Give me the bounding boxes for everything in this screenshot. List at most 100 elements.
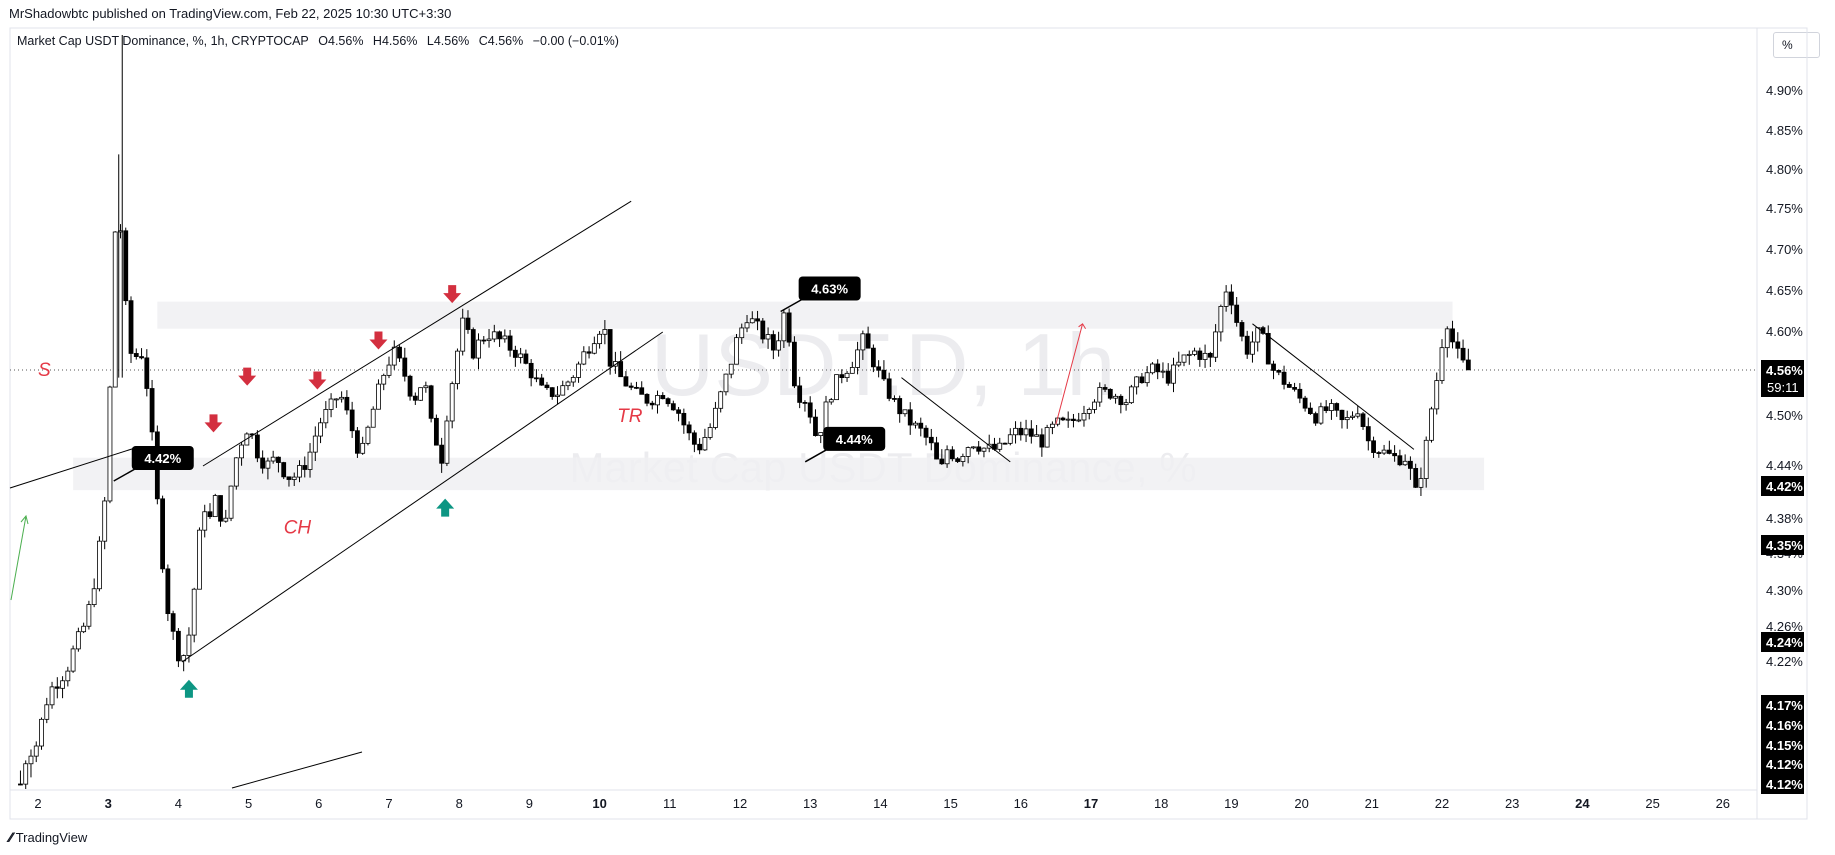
candle-body [1339,409,1345,421]
green-ray[interactable] [10,515,27,601]
candle-body [128,300,134,354]
candle-body [570,377,576,383]
candle-body [765,334,771,340]
price-label-text: 4.12% [1766,777,1803,792]
green-up-arrow-icon [179,679,198,698]
time-axis-tick: 3 [105,796,112,811]
candle-body [1171,364,1176,384]
candle-body [723,373,729,393]
candle-body [218,495,223,522]
candle-body [270,456,276,462]
candle-body [318,422,323,437]
candle-body [70,648,76,672]
candle-body [333,398,339,401]
candle-body [33,745,39,757]
candle-body [223,517,229,522]
price-axis-tick: 4.75% [1766,201,1803,216]
candle-body [1402,460,1408,466]
candle-body [228,485,234,519]
candle-body [1060,417,1066,421]
candle-body [286,476,292,480]
countdown-box [1761,378,1804,397]
candle-body [254,434,260,459]
candle-body [907,409,913,426]
publisher-info: MrShadowbtc published on TradingView.com… [9,6,452,21]
candle-body [1344,417,1350,421]
candle-body [897,398,903,415]
candle-body [1102,387,1108,390]
candle-body [976,446,982,452]
candle-body [470,329,476,359]
time-axis-tick: 22 [1435,796,1449,811]
candle-body [749,318,755,324]
candle-body [312,435,318,453]
time-axis-tick: 16 [1014,796,1028,811]
candle-body [1365,426,1371,442]
candle-body [1329,403,1334,411]
candle-body [491,331,497,340]
time-axis-tick: 4 [175,796,182,811]
candle-body [676,409,681,414]
time-axis-tick: 9 [526,796,533,811]
candle-body [918,422,924,429]
candle-body [1160,370,1166,373]
candle-body [960,456,966,462]
candle-body [1097,387,1103,403]
chart-marker-label: S [38,360,51,381]
price-label-box [1761,632,1804,652]
candle-body [607,329,613,367]
channel-lower-line[interactable] [181,331,664,663]
ohlc-high: H4.56% [372,34,418,48]
candle-body [1028,428,1034,437]
candle-body [713,407,718,428]
candle-body [981,447,987,452]
candle-body [281,462,287,478]
price-axis-tick: 4.30% [1766,583,1803,598]
candle-body [1386,449,1392,454]
candle-body [1360,413,1366,427]
candle-body [1371,440,1376,453]
candle-body [886,378,892,399]
price-axis-tick: 4.26% [1766,619,1803,634]
candle-body [91,588,97,605]
candle-body [75,631,81,650]
candle-body [265,460,271,469]
time-axis-tick: 19 [1224,796,1238,811]
candle-body [197,529,202,590]
time-axis-tick: 7 [385,796,392,811]
candle-body [1229,291,1234,306]
price-axis-tick: 4.22% [1766,654,1803,669]
tradingview-logo-text: TradingView [15,829,88,845]
candle-body [670,403,676,411]
candle-body [418,387,423,401]
price-callout[interactable] [798,276,861,301]
candle-body [913,422,918,426]
price-label-box [1761,476,1804,496]
price-callout[interactable] [131,446,194,470]
channel-upper-line[interactable] [202,200,632,467]
red-ray[interactable] [1055,323,1084,425]
candle-body [1350,415,1355,418]
candle-body [971,446,976,449]
left-trend-line[interactable] [9,447,136,489]
percent-scale-button[interactable]: % [1773,32,1820,58]
candle-body [439,444,445,464]
red-down-arrow-icon [308,371,327,390]
descending-line-2[interactable] [1252,323,1415,450]
descending-line-1[interactable] [901,377,1011,463]
candle-body [818,432,824,437]
candle-body [1292,387,1297,390]
candle-body [1265,332,1271,365]
price-callout-label: 4.63% [811,282,848,297]
red-ray-head [1078,323,1087,330]
bottom-trend-line[interactable] [231,751,363,789]
candle-body [560,385,566,396]
candle-body [802,402,808,404]
price-callout[interactable] [823,426,886,451]
candle-body [634,386,639,389]
candle-body [1139,376,1145,384]
candle-body [349,409,355,432]
candle-body [65,670,71,682]
candle-body [1039,434,1045,448]
